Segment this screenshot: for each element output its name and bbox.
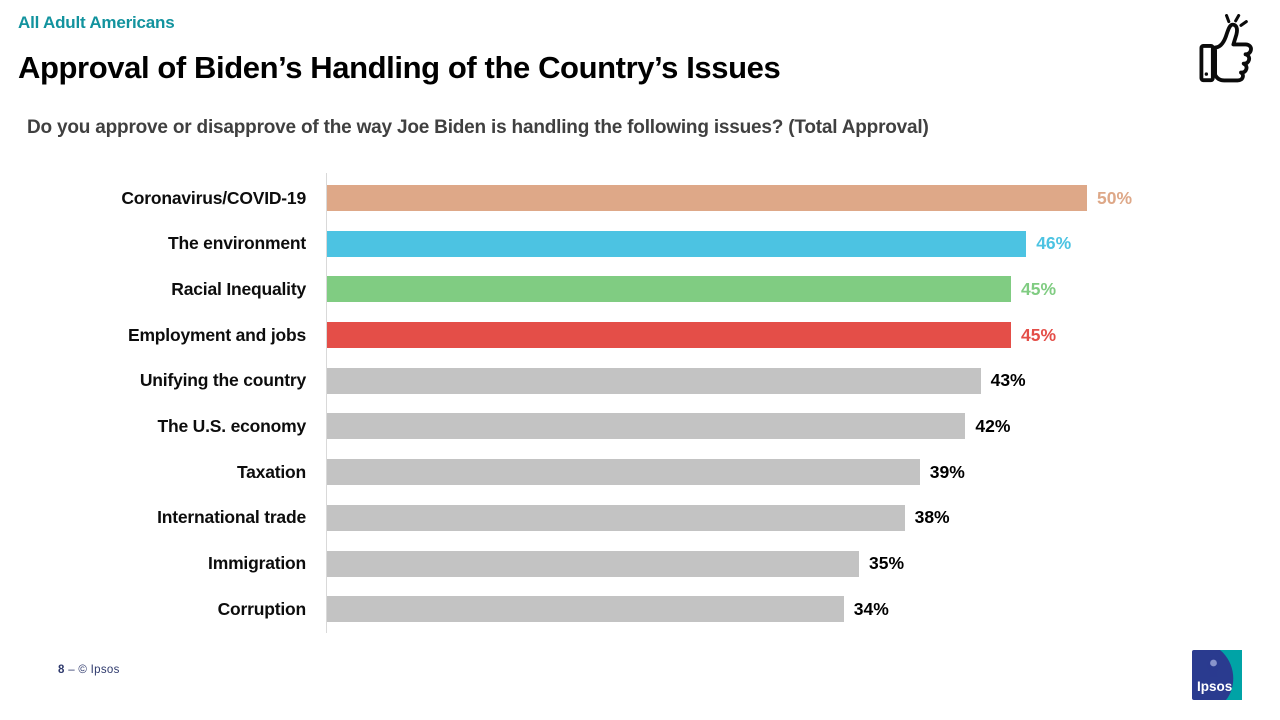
- survey-question-subtitle: Do you approve or disapprove of the way …: [27, 117, 929, 138]
- logo-swoosh: [1220, 650, 1242, 700]
- bar-row: International trade 38%: [0, 504, 1132, 531]
- bar: [327, 322, 1011, 349]
- bar-row: Corruption 34%: [0, 596, 1132, 623]
- value-label: 45%: [1021, 278, 1057, 299]
- bar-row: Unifying the country 43%: [0, 367, 1132, 394]
- category-label: The U.S. economy: [157, 415, 307, 436]
- value-label: 34%: [853, 598, 889, 619]
- thumbs-up-icon: [1199, 14, 1253, 83]
- bar-track: 38%: [327, 504, 1132, 531]
- footer-copyright: © Ipsos: [78, 664, 120, 676]
- category-label: Taxation: [236, 461, 306, 482]
- bar-track: 39%: [327, 459, 1132, 486]
- bar-track: 50%: [327, 185, 1132, 211]
- bar-track: 43%: [327, 367, 1132, 394]
- bar: [327, 413, 966, 440]
- value-label: 42%: [975, 415, 1011, 436]
- bar: [327, 596, 844, 623]
- value-label: 50%: [1097, 187, 1133, 208]
- bar-row: Coronavirus/COVID-19 50%: [0, 185, 1132, 211]
- bar-row: Employment and jobs 45%: [0, 322, 1132, 349]
- category-label: Unifying the country: [139, 370, 306, 391]
- logo-face-dot: [1210, 659, 1217, 667]
- value-label: 38%: [914, 507, 950, 528]
- bar: [327, 367, 981, 394]
- audience-eyebrow: All Adult Americans: [18, 13, 175, 32]
- footer-separator: –: [68, 664, 75, 676]
- bar: [327, 504, 905, 531]
- category-label: Racial Inequality: [171, 278, 306, 299]
- thumb-hand-outline: [1213, 22, 1253, 83]
- bar: [327, 230, 1027, 257]
- cuff-button: [1204, 72, 1209, 76]
- page-number: 8: [58, 664, 65, 676]
- bar-row: Racial Inequality 45%: [0, 276, 1132, 303]
- category-label: Employment and jobs: [127, 324, 306, 345]
- logo-wordmark: Ipsos: [1197, 679, 1232, 694]
- category-label: Corruption: [217, 598, 307, 619]
- bar: [327, 185, 1087, 211]
- bar-row: The U.S. economy 42%: [0, 413, 1132, 440]
- page-title: Approval of Biden’s Handling of the Coun…: [18, 50, 781, 85]
- bar: [327, 276, 1011, 303]
- footer-note: 8 – © Ipsos: [58, 664, 120, 676]
- bar-row: Taxation 39%: [0, 459, 1132, 486]
- bar-track: 45%: [327, 276, 1132, 303]
- category-label: Coronavirus/COVID-19: [121, 187, 306, 208]
- value-label: 46%: [1036, 233, 1072, 254]
- value-label: 35%: [869, 553, 905, 573]
- bar-row: Immigration 35%: [0, 550, 1132, 577]
- chart-axis-line: [326, 173, 327, 633]
- bar-track: 45%: [327, 322, 1132, 349]
- category-label: International trade: [157, 507, 306, 528]
- bar-track: 34%: [327, 596, 1132, 623]
- bar-track: 42%: [327, 413, 1132, 440]
- bar-row: The environment 46%: [0, 230, 1132, 257]
- approval-bar-chart: Coronavirus/COVID-19 50% The environment…: [0, 185, 1132, 623]
- value-label: 43%: [990, 370, 1026, 391]
- cuff-outline: [1199, 44, 1215, 83]
- bar: [327, 550, 859, 577]
- bar-track: 46%: [327, 230, 1132, 257]
- bar-track: 35%: [327, 550, 1132, 577]
- category-label: The environment: [168, 233, 306, 254]
- category-label: Immigration: [208, 553, 306, 573]
- sparkle-lines: [1225, 14, 1248, 27]
- bar: [327, 459, 920, 486]
- ipsos-logo: Ipsos: [1192, 650, 1242, 700]
- value-label: 39%: [929, 461, 965, 482]
- value-label: 45%: [1021, 324, 1057, 345]
